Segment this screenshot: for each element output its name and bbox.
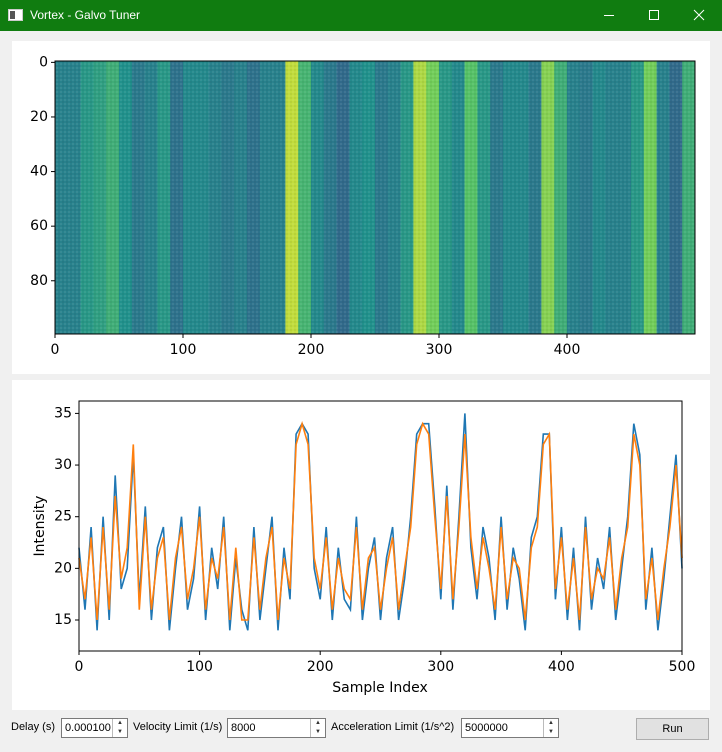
spin-up[interactable]: ▲ (112, 719, 127, 728)
line-series (78, 420, 683, 621)
acceleration-value: 5000000 (465, 722, 508, 734)
x-tick-label: 0 (51, 342, 60, 358)
spin-down[interactable]: ▼ (310, 728, 325, 737)
y-tick-label: 60 (30, 218, 48, 234)
x-tick-label: 200 (307, 659, 334, 675)
y-tick-label: 0 (39, 54, 48, 70)
maximize-button[interactable] (649, 10, 659, 20)
x-tick-label: 300 (427, 659, 454, 675)
x-tick-label: 400 (548, 659, 575, 675)
x-tick-label: 300 (426, 342, 453, 358)
velocity-spinbox[interactable]: 8000 ▲ ▼ (227, 718, 326, 738)
x-tick-label: 100 (170, 342, 197, 358)
delay-spinbox[interactable]: 0.000100 ▲ ▼ (61, 718, 128, 738)
y-tick-label: 30 (54, 457, 72, 473)
x-tick-label: 500 (669, 659, 696, 675)
window-title: Vortex - Galvo Tuner (30, 8, 141, 22)
y-axis-label: Intensity (32, 496, 48, 557)
y-tick-label: 15 (54, 612, 72, 628)
x-tick-label: 100 (186, 659, 213, 675)
y-tick-label: 35 (54, 405, 72, 421)
title-bar: Vortex - Galvo Tuner (0, 0, 722, 31)
line-panel (12, 380, 710, 710)
spin-down[interactable]: ▼ (112, 728, 127, 737)
y-tick-label: 25 (54, 509, 72, 525)
close-button[interactable] (693, 9, 705, 21)
delay-label: Delay (s) (11, 721, 56, 733)
chart-area: Sample Index Intensity 0 100 200 300 4000204… (12, 41, 710, 710)
window-buttons[interactable] (592, 0, 722, 31)
x-axis-label: Sample Index (332, 680, 427, 696)
y-tick-label: 80 (30, 273, 48, 289)
app-icon (8, 9, 23, 21)
x-tick-label: 200 (298, 342, 325, 358)
spin-up[interactable]: ▲ (543, 719, 558, 728)
axes-frame (78, 400, 683, 652)
velocity-value: 8000 (231, 722, 256, 734)
spin-up[interactable]: ▲ (310, 719, 325, 728)
x-tick-label: 400 (554, 342, 581, 358)
delay-value: 0.000100 (65, 722, 111, 734)
acceleration-label: Acceleration Limit (1/s^2) (331, 721, 455, 733)
acceleration-spinbox[interactable]: 5000000 ▲ ▼ (461, 718, 559, 738)
axes-frame (54, 60, 696, 335)
y-tick-label: 20 (54, 560, 72, 576)
x-tick-label: 0 (75, 659, 84, 675)
texture (55, 61, 695, 334)
y-tick-label: 20 (30, 109, 48, 125)
spin-down[interactable]: ▼ (543, 728, 558, 737)
velocity-label: Velocity Limit (1/s) (133, 721, 223, 733)
run-button[interactable]: Run (636, 718, 709, 740)
y-tick-label: 40 (30, 164, 48, 180)
